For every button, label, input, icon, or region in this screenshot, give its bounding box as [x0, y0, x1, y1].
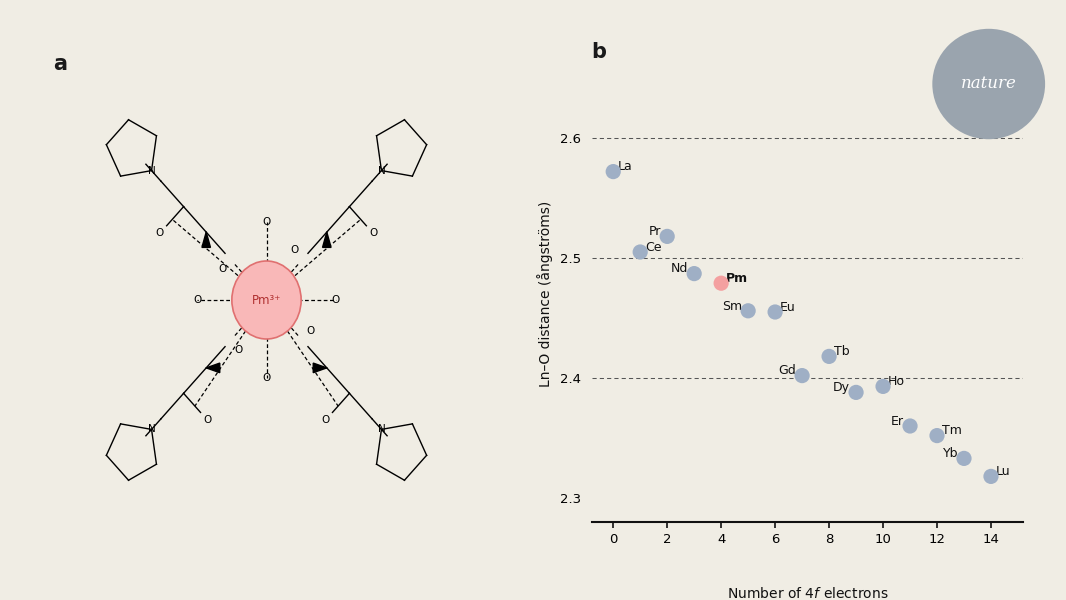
Text: O: O: [156, 229, 164, 238]
Point: [902, 421, 919, 431]
Point: [740, 306, 757, 316]
Text: Lu: Lu: [996, 465, 1011, 478]
Text: Number of 4$\it{f}$ electrons: Number of 4$\it{f}$ electrons: [727, 586, 888, 600]
Text: O: O: [204, 415, 211, 425]
Text: N: N: [377, 166, 385, 176]
Polygon shape: [206, 363, 220, 373]
Text: Gd: Gd: [778, 364, 796, 377]
Text: Yb: Yb: [942, 447, 958, 460]
Text: O: O: [369, 229, 377, 238]
Text: Dy: Dy: [834, 381, 850, 394]
Text: nature: nature: [960, 76, 1017, 92]
Text: O: O: [332, 295, 340, 305]
Text: Tm: Tm: [942, 424, 962, 437]
Y-axis label: Ln–O distance (ångströms): Ln–O distance (ångströms): [537, 201, 553, 387]
Polygon shape: [323, 232, 332, 247]
Text: Ce: Ce: [645, 241, 662, 254]
Text: O: O: [235, 344, 243, 355]
Point: [847, 388, 865, 397]
Point: [928, 431, 946, 440]
Point: [632, 247, 649, 257]
Text: N: N: [377, 424, 385, 434]
Point: [766, 307, 784, 317]
Text: O: O: [193, 295, 201, 305]
Text: Ho: Ho: [888, 375, 905, 388]
Text: O: O: [290, 245, 298, 256]
Text: Pm: Pm: [726, 272, 748, 285]
Point: [604, 167, 621, 176]
Text: a: a: [53, 54, 67, 74]
Text: O: O: [262, 373, 271, 383]
Text: Pm³⁺: Pm³⁺: [252, 293, 281, 307]
Text: Nd: Nd: [671, 262, 689, 275]
Text: Pr: Pr: [649, 225, 661, 238]
Text: Eu: Eu: [780, 301, 795, 314]
Point: [659, 232, 676, 241]
Text: Sm: Sm: [722, 299, 742, 313]
Point: [821, 352, 838, 361]
Text: O: O: [322, 415, 329, 425]
Point: [874, 382, 891, 391]
Text: N: N: [148, 166, 156, 176]
Text: O: O: [262, 217, 271, 227]
Text: Tb: Tb: [834, 345, 850, 358]
Circle shape: [933, 29, 1045, 139]
Point: [793, 371, 810, 380]
Text: N: N: [148, 424, 156, 434]
Polygon shape: [201, 232, 210, 247]
Text: Er: Er: [891, 415, 904, 428]
Point: [712, 278, 729, 288]
Point: [955, 454, 972, 463]
Text: La: La: [618, 160, 633, 173]
Polygon shape: [313, 363, 327, 373]
Point: [983, 472, 1000, 481]
Circle shape: [232, 261, 301, 339]
Text: b: b: [592, 42, 607, 62]
Text: O: O: [306, 326, 314, 336]
Point: [685, 269, 702, 278]
Text: O: O: [219, 264, 227, 274]
